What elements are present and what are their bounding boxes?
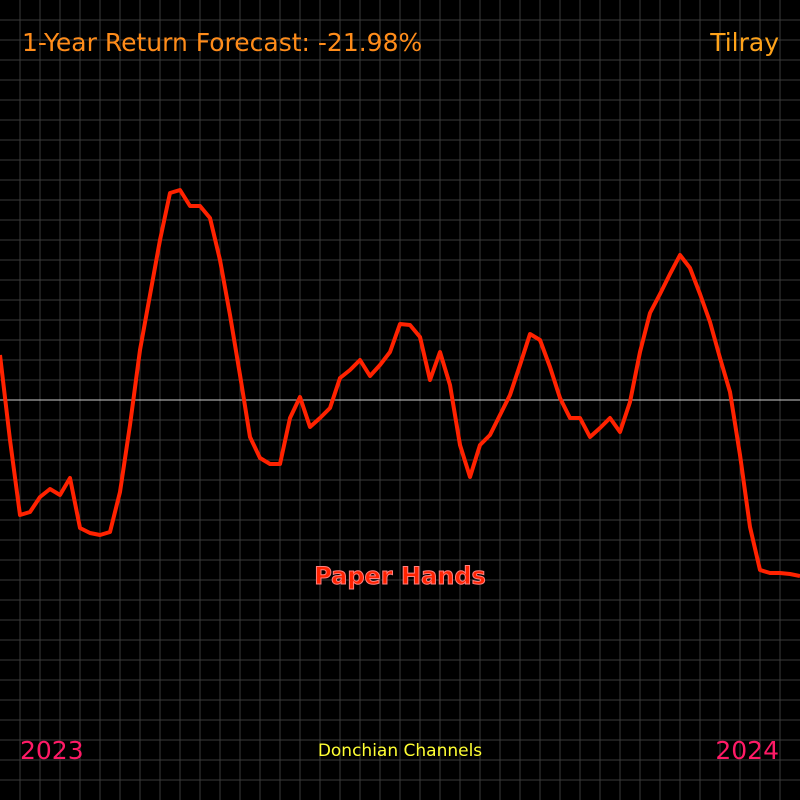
ticker: Tilray [709, 28, 779, 57]
data-line [0, 188, 800, 578]
annotation: Paper Hands [314, 562, 486, 590]
start-label: 2023 [20, 736, 84, 765]
chart-title: 1-Year Return Forecast: -21.98% [22, 28, 422, 57]
footer: Donchian Channels [318, 741, 482, 761]
end-label: 2024 [715, 736, 779, 765]
plot [0, 188, 800, 578]
